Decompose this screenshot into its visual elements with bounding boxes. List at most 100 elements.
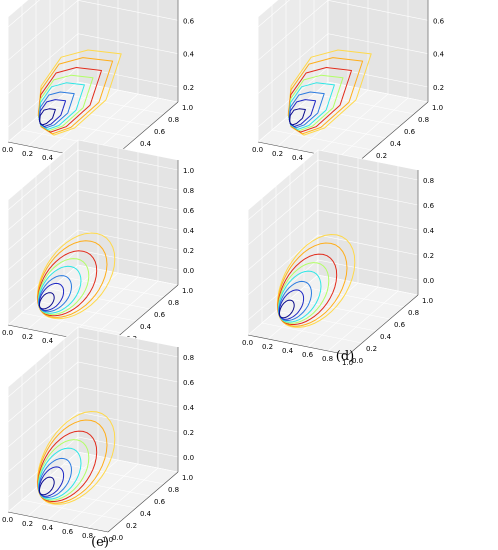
z-tick-label: 0.0 xyxy=(183,267,194,275)
grid-line xyxy=(289,298,391,320)
z-tick-label: 0.2 xyxy=(183,84,194,92)
grid-line xyxy=(317,274,419,296)
y-tick-label: 0.8 xyxy=(418,116,429,124)
grid-line xyxy=(77,81,179,103)
x-tick-label: 0.2 xyxy=(22,333,33,341)
grid-line xyxy=(47,272,119,334)
y-tick-label: 0.2 xyxy=(366,345,377,353)
x-tick-label: 0.6 xyxy=(62,528,74,536)
grid-line xyxy=(7,33,179,94)
z-tick-label: 0.0 xyxy=(183,454,194,462)
grid-line xyxy=(7,66,179,128)
y-axis-line xyxy=(107,471,179,533)
z-tick-label: 0.8 xyxy=(183,354,194,362)
y-tick-label: 1.0 xyxy=(432,104,443,112)
series-curve-8 xyxy=(39,108,56,126)
y-tick-label: 0.6 xyxy=(404,128,416,136)
z-tick-label: 0.6 xyxy=(183,207,195,215)
back-pane xyxy=(77,139,179,286)
grid-line xyxy=(7,209,179,271)
y-tick-label: 0.8 xyxy=(408,309,419,317)
grid-line xyxy=(35,300,137,322)
grid-line xyxy=(35,487,137,509)
series-curve-5 xyxy=(278,270,322,323)
grid-line xyxy=(7,361,179,423)
grid-line xyxy=(277,85,349,147)
y-tick-label: 0.6 xyxy=(394,321,406,329)
series-curve-6 xyxy=(38,275,72,313)
y-tick-label: 1.0 xyxy=(182,474,193,482)
grid-line xyxy=(7,386,179,448)
panel-3: 0.00.20.40.60.81.00.00.20.40.60.81.00.00… xyxy=(2,139,195,357)
grid-line xyxy=(257,0,290,28)
series-curve-7 xyxy=(38,466,65,497)
grid-line xyxy=(327,290,399,352)
series-curve-3 xyxy=(37,250,98,317)
y-tick-label: 0.4 xyxy=(390,140,402,148)
series-curve-5 xyxy=(38,265,82,314)
x-tick-label: 0.0 xyxy=(2,516,13,524)
series-curve-8 xyxy=(39,292,55,310)
z-tick-label: 0.4 xyxy=(183,51,195,59)
grid-line xyxy=(27,85,99,147)
grid-line xyxy=(271,129,373,151)
grid-line xyxy=(285,117,387,139)
y-tick-label: 1.0 xyxy=(422,297,433,305)
grid-line xyxy=(247,234,419,296)
grid-line xyxy=(7,336,179,398)
grid-line xyxy=(7,249,179,311)
series-curve-8 xyxy=(279,299,295,319)
y-tick-label: 0.4 xyxy=(140,140,152,148)
grid-line xyxy=(7,189,179,251)
z-tick-label: 0.6 xyxy=(423,202,435,210)
y-tick-label: 0.8 xyxy=(168,486,179,494)
series-curve-4 xyxy=(37,439,90,501)
series-curve-2 xyxy=(37,240,108,318)
x-axis-line xyxy=(247,334,349,356)
grid-line xyxy=(327,81,429,103)
grid-line xyxy=(299,105,401,127)
x-tick-label: 0.6 xyxy=(302,351,314,359)
grid-line xyxy=(247,184,419,246)
y-tick-label: 0.2 xyxy=(376,152,387,160)
x-tick-label: 0.4 xyxy=(42,337,54,345)
grid-line xyxy=(21,312,123,334)
z-tick-label: 0.4 xyxy=(183,404,195,412)
series-curve-6 xyxy=(278,280,312,321)
panel-2: 0.00.20.40.60.81.00.00.20.40.60.81.00.20… xyxy=(252,0,445,174)
grid-line xyxy=(87,467,159,529)
x-tick-label: 0.0 xyxy=(2,146,13,154)
panel-caption: (d) xyxy=(336,349,354,364)
series-curve-1 xyxy=(36,411,116,505)
x-tick-label: 0.2 xyxy=(272,150,283,158)
x-tick-label: 0.8 xyxy=(322,355,333,363)
y-tick-label: 0.0 xyxy=(352,357,363,365)
grid-line xyxy=(7,0,40,28)
series-curve-4 xyxy=(37,258,90,315)
grid-line xyxy=(257,0,429,61)
series-curve-7 xyxy=(278,289,305,320)
grid-line xyxy=(247,259,419,321)
series-curve-1 xyxy=(276,234,356,328)
x-tick-label: 0.4 xyxy=(42,524,54,532)
grid-line xyxy=(49,105,151,127)
series-curve-3 xyxy=(277,253,338,325)
grid-line xyxy=(67,276,139,338)
x-tick-label: 0.0 xyxy=(252,146,263,154)
z-tick-label: 0.2 xyxy=(183,247,194,255)
grid-line xyxy=(21,499,123,521)
grid-line xyxy=(27,455,99,517)
grid-line xyxy=(307,286,379,348)
z-tick-label: 0.8 xyxy=(183,187,194,195)
grid-line xyxy=(267,278,339,340)
grid-line xyxy=(7,229,179,291)
panel-caption: (e) xyxy=(91,535,109,550)
z-tick-label: 0.2 xyxy=(433,84,444,92)
back-pane xyxy=(317,149,419,296)
x-tick-label: 0.2 xyxy=(262,343,273,351)
grid-line xyxy=(261,322,363,344)
y-tick-label: 0.6 xyxy=(154,311,166,319)
series-curve-3 xyxy=(37,430,98,502)
z-tick-label: 0.2 xyxy=(183,429,194,437)
